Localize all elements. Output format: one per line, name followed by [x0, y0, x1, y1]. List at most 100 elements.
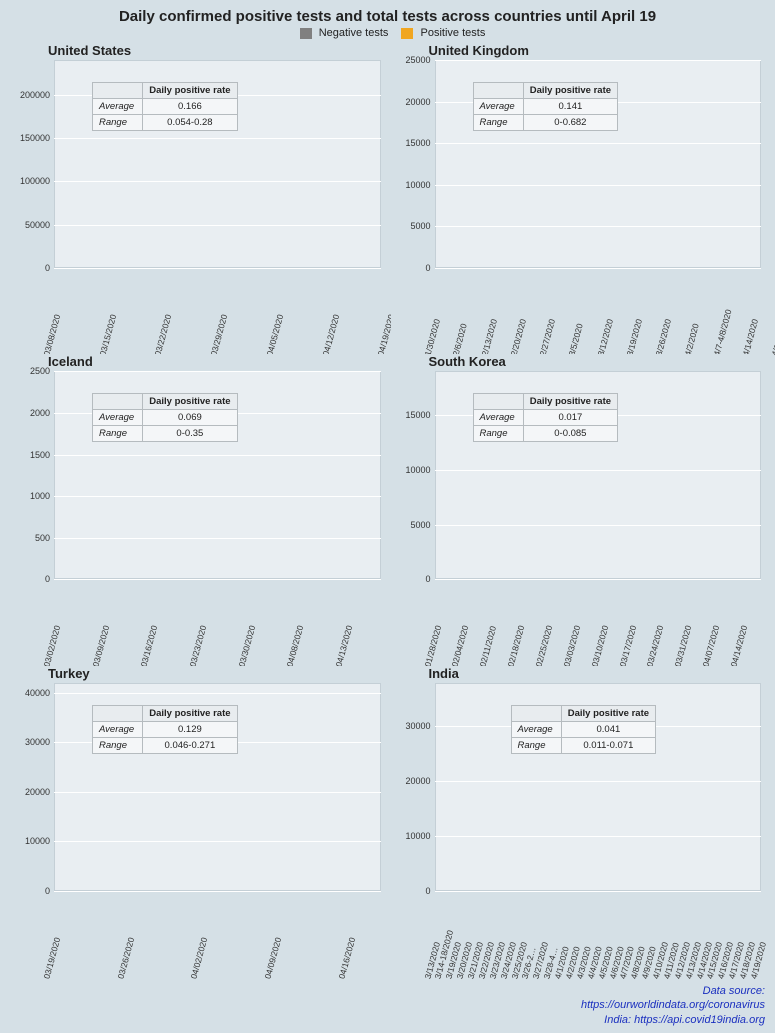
table-range-value: 0.054-0.28 — [143, 115, 237, 131]
panel-south-korea: South Korea Daily positive rateAverage0.0… — [391, 354, 766, 659]
y-tick: 0 — [425, 886, 430, 896]
table-range-label: Range — [473, 115, 523, 131]
plot-wrap: Daily positive rateAverage0.141Range0-0.… — [391, 60, 766, 318]
table-range-label: Range — [473, 426, 523, 442]
table-header: Daily positive rate — [523, 83, 617, 99]
y-tick: 30000 — [405, 721, 430, 731]
y-tick: 30000 — [25, 737, 50, 747]
x-tick: 2/13/2020 — [480, 318, 499, 357]
x-tick: 04/05/2020 — [265, 313, 286, 357]
table-avg-label: Average — [93, 99, 143, 115]
x-axis: 1/30/20202/6/20202/13/20202/20/20202/27/… — [435, 268, 762, 318]
table-range-value: 0.046-0.271 — [143, 737, 237, 753]
x-tick: 3/12/2020 — [596, 318, 615, 357]
plot-wrap: Daily positive rateAverage0.166Range0.05… — [10, 60, 385, 318]
legend-swatch-negative — [300, 28, 312, 39]
x-tick: 3/19/2020 — [625, 318, 644, 357]
x-tick: 04/08/2020 — [285, 625, 306, 669]
x-tick: 01/28/2020 — [422, 625, 443, 669]
panel-title: Turkey — [10, 666, 385, 681]
y-tick: 0 — [45, 263, 50, 273]
positive-rate-table: Daily positive rateAverage0.141Range0-0.… — [473, 82, 619, 131]
x-tick: 02/25/2020 — [534, 625, 555, 669]
y-tick: 0 — [45, 886, 50, 896]
y-tick: 500 — [35, 533, 50, 543]
y-tick: 0 — [45, 574, 50, 584]
x-tick: 03/16/2020 — [139, 625, 160, 669]
x-axis: 03/19/202003/26/202004/02/202004/09/2020… — [54, 891, 381, 941]
table-range-value: 0-0.35 — [143, 426, 237, 442]
panel-title: South Korea — [391, 354, 766, 369]
table-header: Daily positive rate — [523, 394, 617, 410]
page: Daily confirmed positive tests and total… — [0, 0, 775, 1033]
table-range-value: 0.011-0.071 — [561, 737, 655, 753]
positive-rate-table: Daily positive rateAverage0.069Range0-0.… — [92, 393, 238, 442]
y-axis: 050000100000150000200000 — [10, 60, 54, 268]
panel-india: India Daily positive rateAverage0.041Rang… — [391, 666, 766, 971]
table-header: Daily positive rate — [143, 394, 237, 410]
table-avg-label: Average — [93, 410, 143, 426]
x-axis: 03/08/202003/15/202003/22/202003/29/2020… — [54, 268, 381, 318]
x-tick: 04/07/2020 — [701, 625, 722, 669]
x-tick: 03/30/2020 — [236, 625, 257, 669]
x-tick: 4/19/2020 — [769, 318, 775, 357]
table-avg-label: Average — [473, 410, 523, 426]
x-tick: 02/04/2020 — [450, 625, 471, 669]
table-range-value: 0-0.085 — [523, 426, 617, 442]
positive-rate-table: Daily positive rateAverage0.166Range0.05… — [92, 82, 238, 131]
legend-label-positive: Positive tests — [421, 27, 486, 39]
x-tick: 04/12/2020 — [320, 313, 341, 357]
y-tick: 10000 — [25, 836, 50, 846]
panel-title: Iceland — [10, 354, 385, 369]
x-tick: 4/7-4/8/2020 — [711, 308, 733, 357]
plot-wrap: Daily positive rateAverage0.041Range0.01… — [391, 683, 766, 941]
x-tick: 03/10/2020 — [589, 625, 610, 669]
y-tick: 5000 — [410, 221, 430, 231]
main-title: Daily confirmed positive tests and total… — [0, 0, 775, 25]
x-tick: 4/14/2020 — [740, 318, 759, 357]
plot-wrap: Daily positive rateAverage0.017Range0-0.… — [391, 371, 766, 629]
x-tick: 04/14/2020 — [729, 625, 750, 669]
y-axis: 050001000015000 — [391, 371, 435, 579]
panels-grid: United StatesDaily positive rateAverage0… — [0, 39, 775, 971]
x-tick: 04/09/2020 — [263, 936, 284, 980]
x-tick: 2/6/2020 — [451, 322, 469, 357]
x-tick: 03/24/2020 — [645, 625, 666, 669]
x-tick: 03/09/2020 — [90, 625, 111, 669]
y-tick: 2000 — [30, 408, 50, 418]
table-avg-label: Average — [511, 721, 561, 737]
x-axis: 01/28/202002/04/202002/11/202002/18/2020… — [435, 579, 762, 629]
x-tick: 03/15/2020 — [97, 313, 118, 357]
x-tick: 04/16/2020 — [336, 936, 357, 980]
x-axis: 03/02/202003/09/202003/16/202003/23/2020… — [54, 579, 381, 629]
table-avg-value: 0.069 — [143, 410, 237, 426]
plot-wrap: Daily positive rateAverage0.129Range0.04… — [10, 683, 385, 941]
positive-rate-table: Daily positive rateAverage0.041Range0.01… — [511, 705, 657, 754]
footer-source-url: https://ourworldindata.org/coronavirus — [581, 998, 765, 1012]
table-header: Daily positive rate — [143, 83, 237, 99]
table-header: Daily positive rate — [561, 705, 655, 721]
panel-title: United States — [10, 43, 385, 58]
footer-source-label: Data source: — [581, 984, 765, 998]
y-tick: 100000 — [20, 176, 50, 186]
y-tick: 15000 — [405, 138, 430, 148]
table-avg-value: 0.017 — [523, 410, 617, 426]
table-avg-label: Average — [93, 721, 143, 737]
panel-turkey: Turkey Daily positive rateAverage0.129Ran… — [10, 666, 385, 971]
legend-label-negative: Negative tests — [319, 27, 389, 39]
y-tick: 50000 — [25, 220, 50, 230]
x-tick: 3/5/2020 — [567, 322, 585, 357]
positive-rate-table: Daily positive rateAverage0.129Range0.04… — [92, 705, 238, 754]
x-tick: 02/18/2020 — [506, 625, 527, 669]
panel-title: India — [391, 666, 766, 681]
x-tick: 03/26/2020 — [115, 936, 136, 980]
table-range-label: Range — [511, 737, 561, 753]
y-tick: 20000 — [25, 787, 50, 797]
y-axis: 0500010000150002000025000 — [391, 60, 435, 268]
x-tick: 4/2/2020 — [682, 322, 700, 357]
y-tick: 20000 — [405, 97, 430, 107]
table-avg-label: Average — [473, 99, 523, 115]
legend-swatch-positive — [401, 28, 413, 39]
table-range-value: 0-0.682 — [523, 115, 617, 131]
y-tick: 40000 — [25, 688, 50, 698]
